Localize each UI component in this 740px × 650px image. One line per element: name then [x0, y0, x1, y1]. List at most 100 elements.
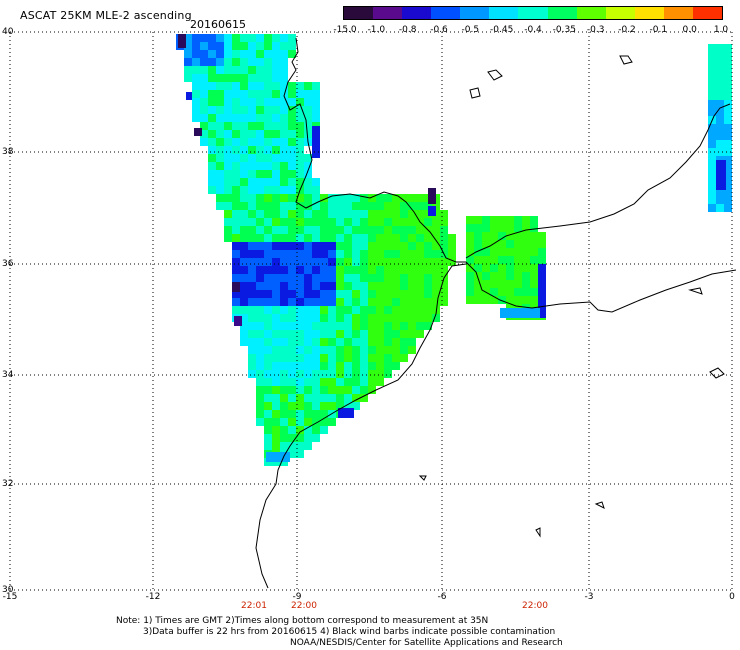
data-cell: [248, 346, 256, 354]
data-cell: [232, 226, 240, 234]
data-cell: [384, 234, 392, 242]
colorbar-segment: [489, 7, 519, 19]
data-cell: [724, 116, 732, 124]
data-cell: [288, 450, 296, 458]
data-cell: [264, 234, 272, 242]
data-cell: [256, 186, 264, 194]
data-cell: [248, 290, 256, 298]
colorbar-segment: [344, 7, 374, 19]
colorbar-segment: [605, 7, 635, 19]
data-cell: [272, 162, 280, 170]
data-cell: [232, 250, 240, 258]
data-cell: [264, 98, 272, 106]
data-cell: [288, 258, 296, 266]
data-cell: [530, 280, 538, 288]
data-cell: [368, 314, 376, 322]
lon-label: -3: [584, 592, 594, 602]
coastline-spain-south: [465, 103, 731, 259]
data-cell: [256, 170, 264, 178]
data-cell: [264, 434, 272, 442]
data-cell: [304, 154, 312, 162]
data-cell: [264, 418, 272, 426]
data-cell: [280, 282, 288, 290]
data-cell: [248, 282, 256, 290]
lon-label: -9: [292, 592, 302, 602]
data-cell: [522, 224, 530, 232]
data-cell: [184, 58, 192, 66]
data-cell: [256, 298, 264, 306]
data-cell: [320, 330, 328, 338]
data-cell: [344, 258, 352, 266]
data-cell: [216, 42, 224, 50]
data-cell: [498, 272, 506, 280]
data-cell: [474, 240, 482, 248]
data-cell: [328, 258, 336, 266]
data-cell: [256, 114, 264, 122]
data-cell: [200, 50, 208, 58]
data-cell: [416, 282, 424, 290]
data-cell: [376, 274, 384, 282]
data-cell: [368, 210, 376, 218]
data-cell: [344, 234, 352, 242]
data-cell: [288, 266, 296, 274]
data-cell: [376, 378, 384, 386]
data-cell: [352, 362, 360, 370]
data-cell: [216, 98, 224, 106]
data-cell: [328, 282, 336, 290]
data-cell: [272, 322, 280, 330]
data-cell: [416, 202, 424, 210]
data-cell: [416, 306, 424, 314]
data-cell: [716, 76, 724, 84]
data-cell: [248, 298, 256, 306]
data-cell: [336, 210, 344, 218]
data-cell: [304, 194, 312, 202]
data-cell: [232, 290, 240, 298]
data-cell: [312, 194, 320, 202]
data-cell: [288, 442, 296, 450]
data-cell: [320, 410, 328, 418]
data-cell: [320, 282, 328, 290]
data-cell: [272, 34, 280, 42]
data-cell: [208, 74, 216, 82]
data-cell: [256, 154, 264, 162]
data-cell: [384, 266, 392, 274]
data-cell: [272, 410, 280, 418]
data-cell: [280, 234, 288, 242]
data-cell: [432, 226, 440, 234]
data-cell: [184, 50, 192, 58]
data-cell: [498, 232, 506, 240]
data-cell: [240, 178, 248, 186]
data-cell: [384, 218, 392, 226]
data-cell: [490, 256, 498, 264]
data-cell: [256, 74, 264, 82]
data-cell: [328, 386, 336, 394]
data-cell: [224, 146, 232, 154]
data-cell: [344, 210, 352, 218]
data-cell: [408, 322, 416, 330]
data-cell: [280, 258, 288, 266]
data-cell: [482, 256, 490, 264]
data-cell: [192, 34, 200, 42]
data-cell: [240, 106, 248, 114]
data-cell: [522, 248, 530, 256]
data-cell: [708, 196, 716, 204]
data-cell: [272, 154, 280, 162]
data-cell: [724, 148, 732, 156]
data-cell: [272, 146, 280, 154]
data-cell: [216, 66, 224, 74]
data-cell: [288, 202, 296, 210]
data-cell: [256, 194, 264, 202]
data-cell: [424, 242, 432, 250]
data-cell: [336, 194, 344, 202]
data-cell: [240, 282, 248, 290]
data-cell: [264, 298, 272, 306]
data-cell: [408, 338, 416, 346]
data-cell: [184, 66, 192, 74]
data-cell: [724, 156, 732, 164]
data-cell: [336, 354, 344, 362]
data-cell: [192, 82, 200, 90]
data-cell: [336, 370, 344, 378]
data-cell: [272, 194, 280, 202]
data-cell: [304, 90, 312, 98]
data-cell: [344, 218, 352, 226]
